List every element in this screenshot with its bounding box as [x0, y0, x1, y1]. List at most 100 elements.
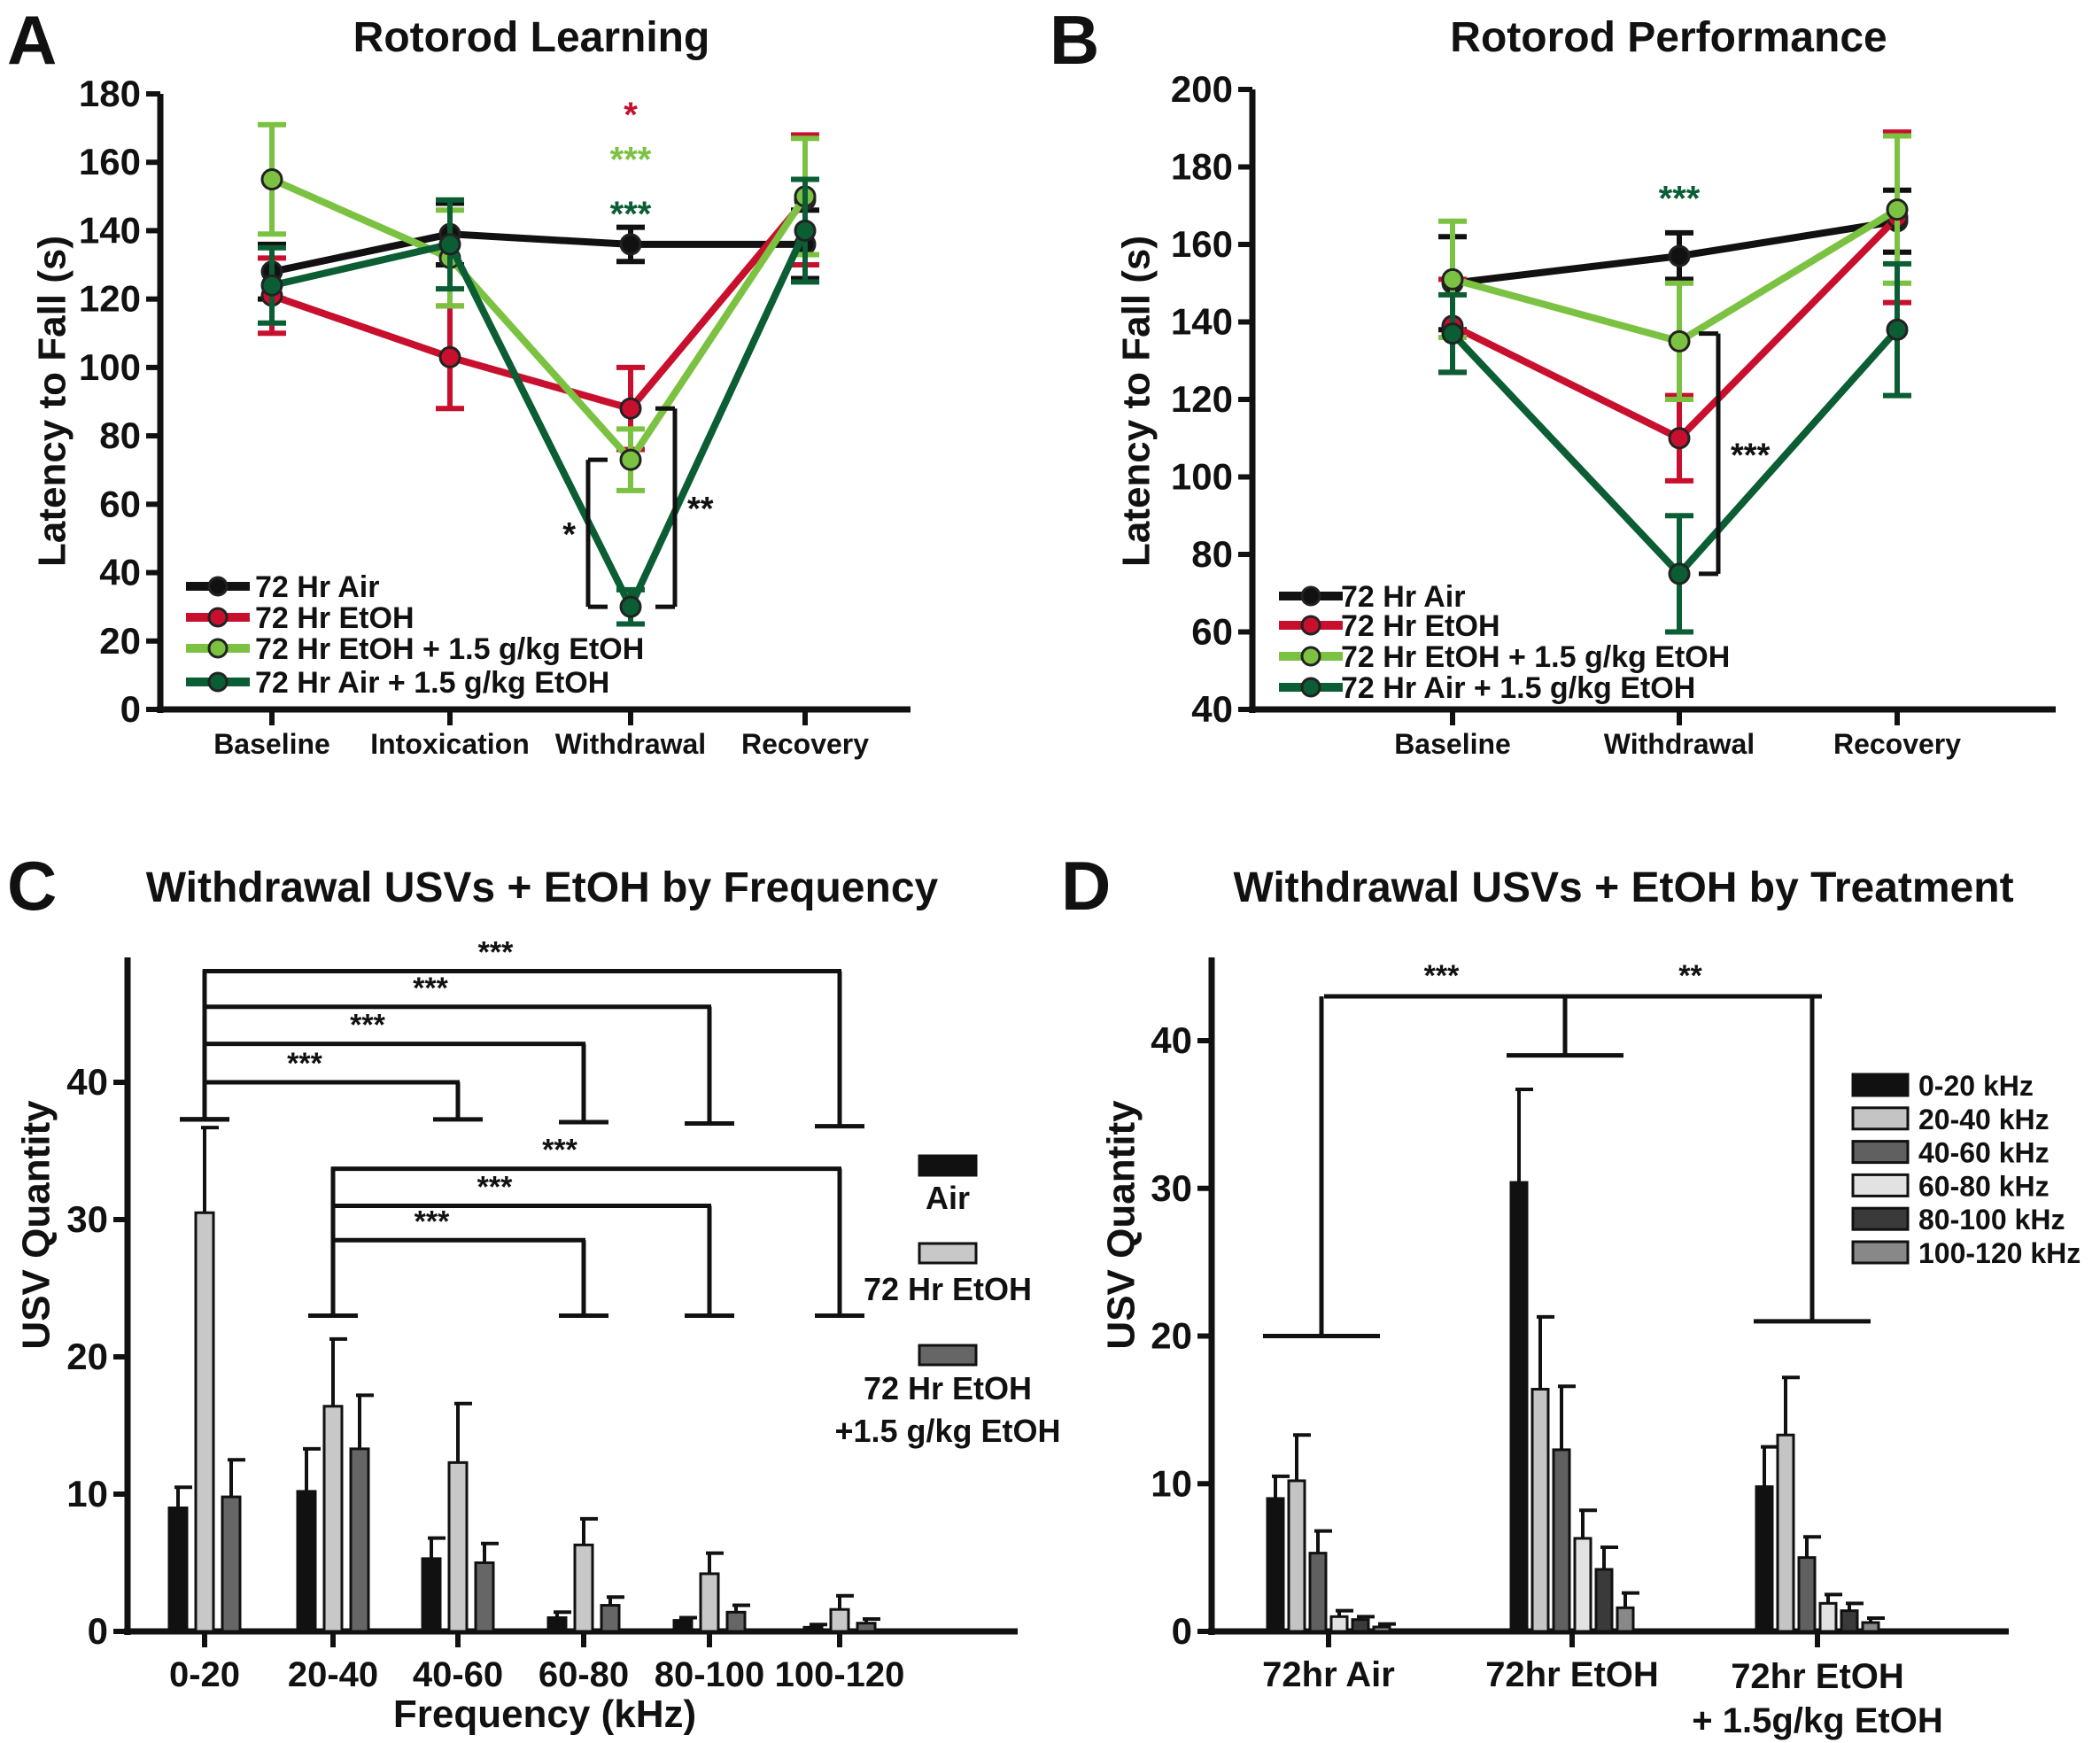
- bar: [1840, 1609, 1859, 1633]
- legend-marker: [207, 638, 229, 659]
- panel-d: D Withdrawal USVs + EtOH by Treatment USV …: [1061, 847, 2081, 1740]
- bar: [474, 1561, 495, 1633]
- series-1: [194, 1126, 854, 1633]
- y-tick-label: 140: [1171, 301, 1233, 343]
- significance-bracket: ***: [308, 1134, 864, 1318]
- significance-marker: *: [624, 96, 638, 135]
- y-tick-label: 10: [1151, 1462, 1192, 1504]
- legend-swatch: [918, 1242, 978, 1265]
- data-point: [619, 233, 642, 256]
- y-tick-label: 200: [1171, 68, 1233, 110]
- data-point: [1886, 198, 1909, 221]
- x-tick-label: Recovery: [1833, 728, 1961, 760]
- legend-swatch: [918, 1344, 978, 1367]
- significance-bracket: ***: [180, 1009, 608, 1125]
- bar: [167, 1507, 189, 1633]
- bar: [1755, 1485, 1774, 1633]
- y-axis-label: Latency to Fall (s): [1114, 236, 1158, 567]
- data-point: [1668, 329, 1691, 352]
- y-tick-label: 20: [66, 1336, 108, 1377]
- legend-marker: [207, 671, 229, 693]
- bar: [194, 1211, 215, 1633]
- bar: [349, 1447, 370, 1633]
- x-tick-label-line: 72hr EtOH: [1731, 1657, 1904, 1696]
- legend-label: 20-40 kHz: [1918, 1104, 2050, 1135]
- series-3: [1329, 1508, 1842, 1633]
- legend-label: 72 Hr Air + 1.5 g/kg EtOH: [1341, 671, 1695, 705]
- x-tick-label: Intoxication: [370, 728, 530, 760]
- y-tick-label: 10: [66, 1473, 108, 1514]
- y-tick-label: 0: [120, 688, 141, 730]
- significance-bracket: *: [562, 457, 608, 609]
- significance-marker: ***: [1659, 180, 1701, 219]
- legend-swatch: [918, 1154, 978, 1177]
- legend-swatch: [1851, 1206, 1910, 1231]
- significance-bracket: *** **: [1263, 959, 1871, 1338]
- bracket-label: ***: [478, 935, 514, 969]
- series-4: [1351, 1545, 1864, 1633]
- legend-label-line: +1.5 g/kg EtOH: [834, 1413, 1060, 1449]
- bar: [725, 1610, 747, 1633]
- legend-label: 72 Hr Air: [255, 570, 379, 604]
- y-tick-label: 40: [66, 1061, 108, 1103]
- significance-bracket: ***: [180, 1047, 483, 1122]
- legend-label: 72 Hr EtOH: [255, 601, 415, 635]
- bracket-label: ***: [477, 1171, 513, 1205]
- bar: [1329, 1615, 1349, 1633]
- x-tick-label: Recovery: [741, 728, 869, 760]
- legend-label: 80-100 kHz: [1918, 1204, 2065, 1236]
- significance-bracket: **: [655, 406, 714, 609]
- legend-swatch: [1851, 1073, 1910, 1097]
- x-tick-label: 20-40: [288, 1655, 378, 1694]
- y-tick-label: 100: [79, 346, 141, 388]
- series-0: [1266, 1088, 1778, 1633]
- x-tick-label: 72hr EtOH: [1485, 1655, 1659, 1694]
- chart-title: Withdrawal USVs + EtOH by Frequency: [146, 864, 939, 911]
- legend-label: 0-20 kHz: [1918, 1070, 2034, 1102]
- bar: [421, 1557, 442, 1633]
- panel-label: B: [1050, 1, 1099, 79]
- bar: [1616, 1606, 1635, 1633]
- bar: [1573, 1537, 1592, 1633]
- bar: [1266, 1497, 1285, 1633]
- legend-swatch: [1851, 1140, 1910, 1165]
- bar: [856, 1622, 877, 1633]
- bar: [1818, 1601, 1838, 1633]
- data-point: [1668, 562, 1691, 585]
- y-tick-label: 80: [99, 414, 141, 456]
- bar: [1308, 1552, 1328, 1633]
- legend-label: 72 Hr Air: [1341, 580, 1465, 614]
- bar: [221, 1495, 242, 1633]
- series-1: [1287, 1314, 1800, 1633]
- y-tick-label: 20: [1151, 1315, 1192, 1357]
- bar: [1552, 1448, 1571, 1633]
- series-line: [271, 230, 805, 275]
- significance-marker: ***: [610, 140, 652, 179]
- chart-title: Rotorod Learning: [353, 14, 710, 61]
- legend-swatch: [1851, 1106, 1910, 1131]
- significance-bracket: ***: [308, 1205, 608, 1318]
- x-tick-label-line: + 1.5g/kg EtOH: [1692, 1701, 1942, 1740]
- data-point: [1441, 322, 1464, 345]
- bar: [1372, 1625, 1391, 1633]
- bar: [802, 1625, 824, 1633]
- bracket-label: ***: [1731, 437, 1771, 474]
- data-point: [794, 219, 817, 242]
- panel-label: C: [7, 847, 57, 925]
- series-1: 72 Hr EtOH: [1279, 129, 1911, 643]
- legend-marker: [1300, 646, 1321, 667]
- legend-label-line: 72 Hr EtOH: [864, 1370, 1032, 1406]
- legend-label: 100-120 kHz: [1918, 1237, 2081, 1269]
- bar: [699, 1572, 720, 1633]
- y-tick-label: 120: [1171, 378, 1233, 420]
- bracket-label: ***: [415, 1205, 450, 1238]
- bar: [573, 1543, 594, 1633]
- data-point: [1668, 427, 1691, 450]
- bracket-label: *: [562, 516, 576, 554]
- bar: [1530, 1388, 1550, 1633]
- legend-marker: [207, 607, 229, 628]
- legend-label: 72 Hr Air + 1.5 g/kg EtOH: [255, 666, 609, 700]
- data-point: [619, 595, 642, 618]
- y-tick-label: 80: [1191, 533, 1233, 575]
- panel-label: D: [1061, 847, 1111, 925]
